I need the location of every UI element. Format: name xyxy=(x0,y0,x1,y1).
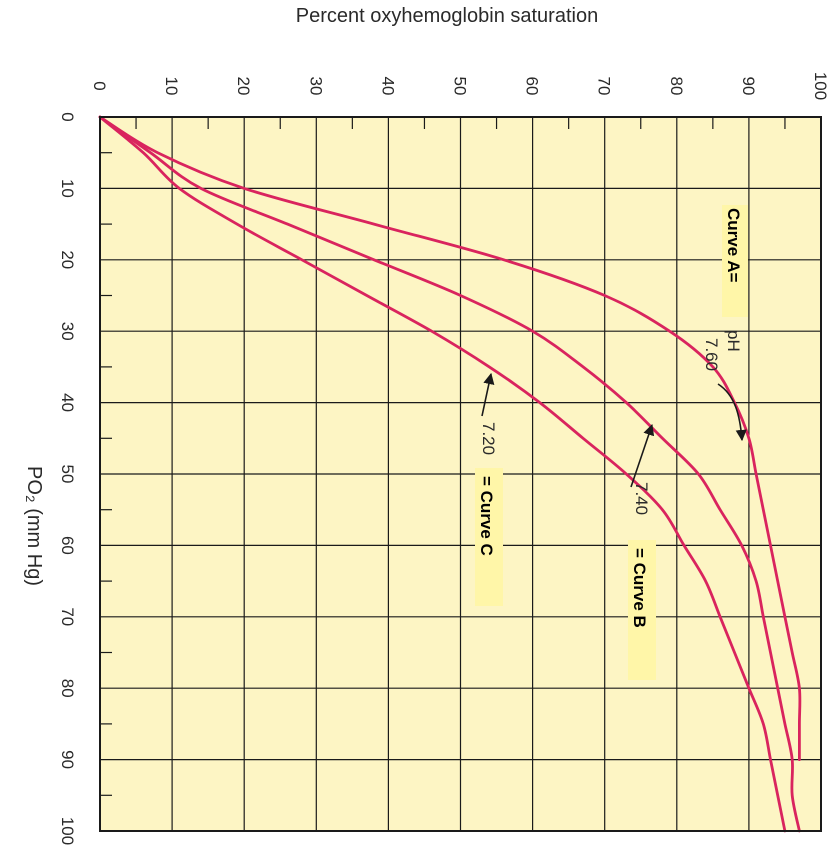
curve-c-label-bg xyxy=(475,468,503,606)
po2-tick-label-10: 10 xyxy=(58,179,77,198)
ph-c-label: 7.20 xyxy=(479,422,498,455)
curve-b-label-bg xyxy=(628,540,656,680)
ph-a-label: 7.60 xyxy=(702,338,721,371)
saturation-tick-label-80: 80 xyxy=(667,77,686,96)
saturation-tick-label-90: 90 xyxy=(739,77,758,96)
saturation-tick-labels: 0 10 20 30 40 50 60 70 80 90 100 xyxy=(90,72,830,100)
saturation-tick-label-100: 100 xyxy=(811,72,830,100)
curve-c-line xyxy=(98,115,787,833)
po2-tick-label-50: 50 xyxy=(58,465,77,484)
curves xyxy=(98,115,802,833)
minor-ticks xyxy=(100,117,786,796)
saturation-tick-label-60: 60 xyxy=(523,77,542,96)
saturation-tick-label-40: 40 xyxy=(378,77,397,96)
ph-label: pH xyxy=(724,330,743,352)
curve-c-label: = Curve C xyxy=(477,476,496,556)
y-axis-title: Percent oxyhemoglobin saturation xyxy=(296,5,598,27)
x-axis-title: PO₂ (mm Hg) xyxy=(23,466,45,586)
saturation-tick-label-10: 10 xyxy=(162,77,181,96)
saturation-tick-label-30: 30 xyxy=(306,77,325,96)
po2-tick-label-60: 60 xyxy=(58,536,77,555)
curve-c-annotation: 7.20 = Curve C xyxy=(475,372,503,606)
curve-a-line xyxy=(98,115,802,761)
saturation-tick-label-50: 50 xyxy=(451,77,470,96)
saturation-tick-label-0: 0 xyxy=(90,81,109,90)
curve-a-annotation: Curve A= pH 7.60 xyxy=(702,205,748,442)
plot-frame xyxy=(99,116,822,832)
curve-b-arrow xyxy=(630,423,655,488)
ph-b-label: 7.40 xyxy=(632,482,651,515)
po2-tick-label-0: 0 xyxy=(58,112,77,121)
curve-a-label-bg xyxy=(722,205,748,317)
saturation-tick-label-70: 70 xyxy=(595,77,614,96)
po2-tick-label-30: 30 xyxy=(58,322,77,341)
curve-b-annotation: 7.40 = Curve B xyxy=(628,423,656,680)
po2-tick-label-40: 40 xyxy=(58,393,77,412)
po2-tick-label-100: 100 xyxy=(58,817,77,845)
curve-a-arrow xyxy=(717,383,747,442)
po2-tick-label-20: 20 xyxy=(58,250,77,269)
curve-c-arrow xyxy=(481,372,495,417)
po2-tick-labels: 0 10 20 30 40 50 60 70 80 90 100 xyxy=(58,112,77,845)
curve-b-line xyxy=(98,115,801,833)
curve-b-label: = Curve B xyxy=(630,548,649,628)
po2-tick-label-70: 70 xyxy=(58,607,77,626)
saturation-tick-label-20: 20 xyxy=(234,77,253,96)
curve-a-label: Curve A= xyxy=(724,208,743,283)
po2-tick-label-80: 80 xyxy=(58,679,77,698)
po2-tick-label-90: 90 xyxy=(58,750,77,769)
